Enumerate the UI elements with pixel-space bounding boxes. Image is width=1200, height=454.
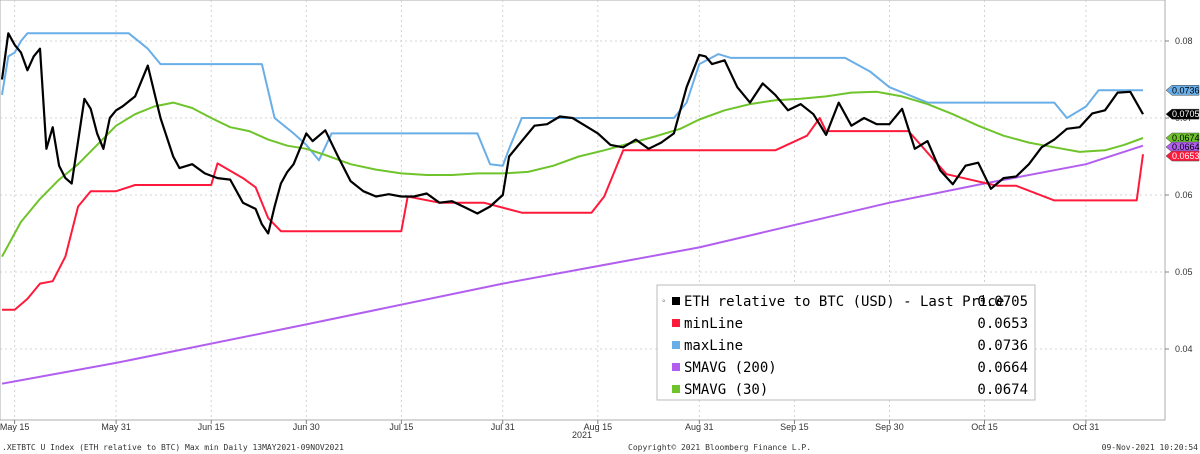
legend-value-sma30: 0.0674 — [977, 382, 1028, 398]
x-axis: May 15 May 31 Jun 15 Jun 30 Jul 15 Jul 31 Aug … — [0, 420, 1099, 432]
price-tag-minline-bg — [1165, 150, 1200, 162]
footer-center: Copyright© 2021 Bloomberg Finance L.P. — [628, 443, 811, 452]
series-layer — [0, 32, 1144, 385]
series-line-minline — [2, 117, 1144, 311]
price-tag-maxline-bg — [1165, 85, 1200, 96]
legend-value-max: 0.0736 — [977, 338, 1028, 354]
x-tick-label: Oct 15 — [971, 422, 998, 432]
y-tick-label: 0.05 — [1175, 267, 1193, 277]
price-tag-minline-label: 0.0653 — [1172, 151, 1200, 161]
x-tick-label: Jul 31 — [491, 422, 515, 432]
legend-name-min: minLine — [684, 316, 743, 332]
legend-name-sma200: SMAVG (200) — [684, 360, 777, 376]
legend-swatch-sma200 — [672, 363, 680, 371]
x-tick-label: Aug 15 — [584, 422, 613, 432]
x-tick-label: May 15 — [0, 422, 29, 432]
price-tag-sma200-bg — [1165, 141, 1200, 153]
series-line-eth — [0, 32, 1144, 235]
footer-right: 09-Nov-2021 10:20:54 — [1102, 443, 1199, 452]
series-line-sma30 — [1, 90, 1144, 258]
x-tick-label: Jun 15 — [198, 422, 225, 432]
legend-value-sma200: 0.0664 — [977, 360, 1028, 376]
price-tag-sma30-label: 0.0674 — [1172, 133, 1200, 143]
gridlines — [0, 0, 1165, 420]
legend-value-min: 0.0653 — [977, 316, 1028, 332]
x-tick-label: Sep 30 — [875, 422, 904, 432]
price-tag-sma200-label: 0.0664 — [1172, 142, 1200, 152]
price-tag-eth: 0.0705 — [1165, 108, 1200, 120]
price-tag-maxline: 0.0736 — [1165, 85, 1200, 96]
year-label: 2021 — [572, 430, 592, 440]
price-tag-eth-label: 0.0705 — [1172, 109, 1200, 119]
y-tick-label: 0.04 — [1175, 344, 1193, 354]
price-tag-sma30-bg — [1165, 132, 1200, 144]
x-tick-label: Jul 15 — [389, 422, 413, 432]
x-tick-label: Oct 31 — [1073, 422, 1100, 432]
x-tick-label: Jun 30 — [293, 422, 320, 432]
x-tick-label: Sep 15 — [780, 422, 809, 432]
legend-swatch-eth — [672, 297, 680, 305]
price-tag-eth-bg — [1165, 108, 1200, 120]
legend-swatch-max — [672, 341, 680, 349]
price-tag-sma30: 0.0674 — [1165, 132, 1200, 144]
legend: ◦ ETH relative to BTC (USD) - Last Price… — [656, 284, 1036, 401]
legend-name-sma30: SMAVG (30) — [684, 382, 768, 398]
x-tick-label: May 31 — [101, 422, 131, 432]
price-tag-minline: 0.0653 — [1165, 150, 1200, 162]
series-line-sma200 — [1, 144, 1144, 385]
legend-value-eth: 0.0705 — [977, 294, 1028, 310]
legend-name-max: maxLine — [684, 338, 743, 354]
legend-name-eth: ETH relative to BTC (USD) - Last Price — [684, 294, 1004, 310]
y-tick-label: 0.06 — [1175, 190, 1193, 200]
y-tick-label: 0.08 — [1175, 36, 1193, 46]
series-line-maxline — [1, 32, 1143, 167]
footer-left: .XETBTC U Index (ETH relative to BTC) Ma… — [2, 443, 344, 452]
price-tag-sma200: 0.0664 — [1165, 141, 1200, 153]
price-tag-maxline-label: 0.0736 — [1172, 85, 1200, 95]
legend-marker-0: ◦ — [662, 296, 666, 307]
x-tick-label: Aug 31 — [685, 422, 714, 432]
legend-swatch-sma30 — [672, 385, 680, 393]
legend-swatch-min — [672, 319, 680, 327]
